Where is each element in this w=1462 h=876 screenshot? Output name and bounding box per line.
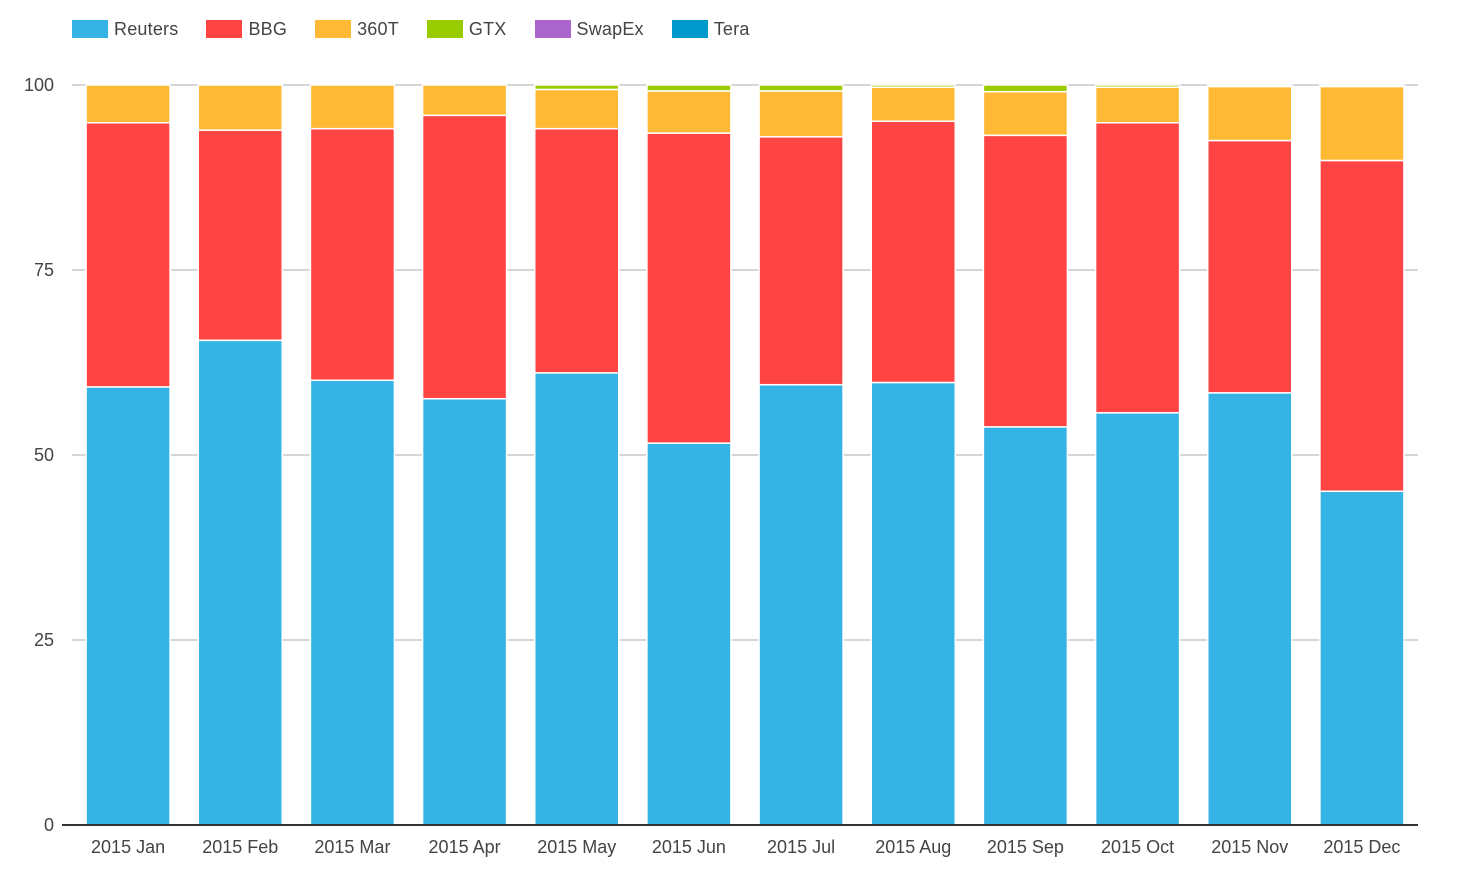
bar-segment-360t[interactable] <box>1319 85 1405 162</box>
bar-segment-gtx[interactable] <box>758 84 844 92</box>
legend-swatch <box>72 20 108 38</box>
legend-item-360t[interactable]: 360T <box>315 19 399 40</box>
bar-segment-360t[interactable] <box>534 88 620 130</box>
chart-legend: Reuters BBG 360T GTX SwapEx Tera <box>72 16 778 42</box>
bar-segment-360t[interactable] <box>421 84 508 117</box>
bar-segment-360t[interactable] <box>85 84 171 124</box>
bar-segment-gtx[interactable] <box>1207 84 1293 88</box>
x-tick-label: 2015 Jun <box>652 837 726 857</box>
x-tick-label: 2015 Jul <box>767 837 835 857</box>
bar-segment-bbg[interactable] <box>1207 139 1293 394</box>
legend-label: BBG <box>248 18 288 39</box>
bar-segment-reuters[interactable] <box>758 383 844 826</box>
legend-swatch <box>206 20 243 38</box>
legend-label: GTX <box>468 18 507 39</box>
bar-segment-bbg[interactable] <box>870 120 956 384</box>
bar-segment-reuters[interactable] <box>197 339 283 826</box>
bar-segment-360t[interactable] <box>758 90 844 138</box>
bar-segment-reuters[interactable] <box>309 379 396 826</box>
legend-swatch <box>426 20 463 38</box>
bar-segment-bbg[interactable] <box>85 121 171 388</box>
bar-segment-gtx[interactable] <box>870 84 956 88</box>
y-tick-label: 75 <box>34 260 54 280</box>
bar-segment-360t[interactable] <box>870 86 956 123</box>
legend-item-gtx[interactable]: GTX <box>426 18 507 40</box>
bar-segment-bbg[interactable] <box>982 134 1069 428</box>
x-tick-label: 2015 Feb <box>202 837 278 857</box>
legend-swatch <box>534 20 571 38</box>
x-tick-label: 2015 Jan <box>91 837 165 857</box>
bar-segment-bbg[interactable] <box>646 132 732 444</box>
legend-label: SwapEx <box>576 18 644 39</box>
bar-segment-bbg[interactable] <box>1094 121 1181 414</box>
bar-segment-bbg[interactable] <box>758 136 844 386</box>
bar-segment-reuters[interactable] <box>1319 490 1405 826</box>
bar-segment-gtx[interactable] <box>1094 84 1181 88</box>
bar-segment-reuters[interactable] <box>646 442 732 826</box>
bar-segment-360t[interactable] <box>982 90 1069 137</box>
bar-segment-bbg[interactable] <box>534 127 620 374</box>
x-tick-label: 2015 Sep <box>987 837 1064 857</box>
legend-label: Reuters <box>114 18 179 39</box>
legend-swatch <box>315 20 352 38</box>
x-tick-label: 2015 Dec <box>1323 837 1400 857</box>
y-tick-label: 100 <box>24 75 54 95</box>
bar-segment-reuters[interactable] <box>1094 412 1181 826</box>
x-tick-label: 2015 Mar <box>314 837 390 857</box>
legend-item-tera[interactable]: Tera <box>671 18 750 40</box>
bar-segment-gtx[interactable] <box>646 84 732 92</box>
bar-segment-360t[interactable] <box>197 84 283 131</box>
x-tick-label: 2015 Oct <box>1101 837 1174 857</box>
legend-swatch <box>671 20 708 38</box>
bar-segment-gtx[interactable] <box>1319 84 1405 88</box>
legend-label: Tera <box>713 18 750 39</box>
x-tick-label: 2015 May <box>537 837 616 857</box>
legend-item-reuters[interactable]: Reuters <box>72 19 178 40</box>
x-tick-label: 2015 Aug <box>875 837 951 857</box>
x-tick-label: 2015 Apr <box>429 837 501 857</box>
bar-segment-reuters[interactable] <box>421 398 508 826</box>
y-tick-label: 0 <box>44 815 54 835</box>
y-tick-label: 25 <box>34 630 54 650</box>
legend-item-bbg[interactable]: BBG <box>206 19 287 40</box>
bar-segment-gtx[interactable] <box>534 84 620 91</box>
bar-segment-reuters[interactable] <box>982 426 1069 826</box>
bar-segment-360t[interactable] <box>1207 85 1293 142</box>
bar-segment-bbg[interactable] <box>1319 159 1405 493</box>
bar-segment-360t[interactable] <box>309 84 396 130</box>
bar-segment-reuters[interactable] <box>870 381 956 826</box>
bar-segment-bbg[interactable] <box>421 114 508 400</box>
bar-segment-reuters[interactable] <box>534 372 620 826</box>
legend-label: 360T <box>357 18 399 39</box>
bar-segment-bbg[interactable] <box>309 127 396 382</box>
bar-segment-gtx[interactable] <box>982 84 1069 93</box>
bar-segment-360t[interactable] <box>1094 86 1181 124</box>
y-tick-label: 50 <box>34 445 54 465</box>
bar-segment-bbg[interactable] <box>197 129 283 342</box>
bar-segment-reuters[interactable] <box>1207 392 1293 826</box>
legend-item-swapex[interactable]: SwapEx <box>534 18 644 40</box>
bar-segment-360t[interactable] <box>646 90 732 134</box>
x-tick-label: 2015 Nov <box>1211 837 1288 857</box>
bar-segment-reuters[interactable] <box>85 386 171 826</box>
